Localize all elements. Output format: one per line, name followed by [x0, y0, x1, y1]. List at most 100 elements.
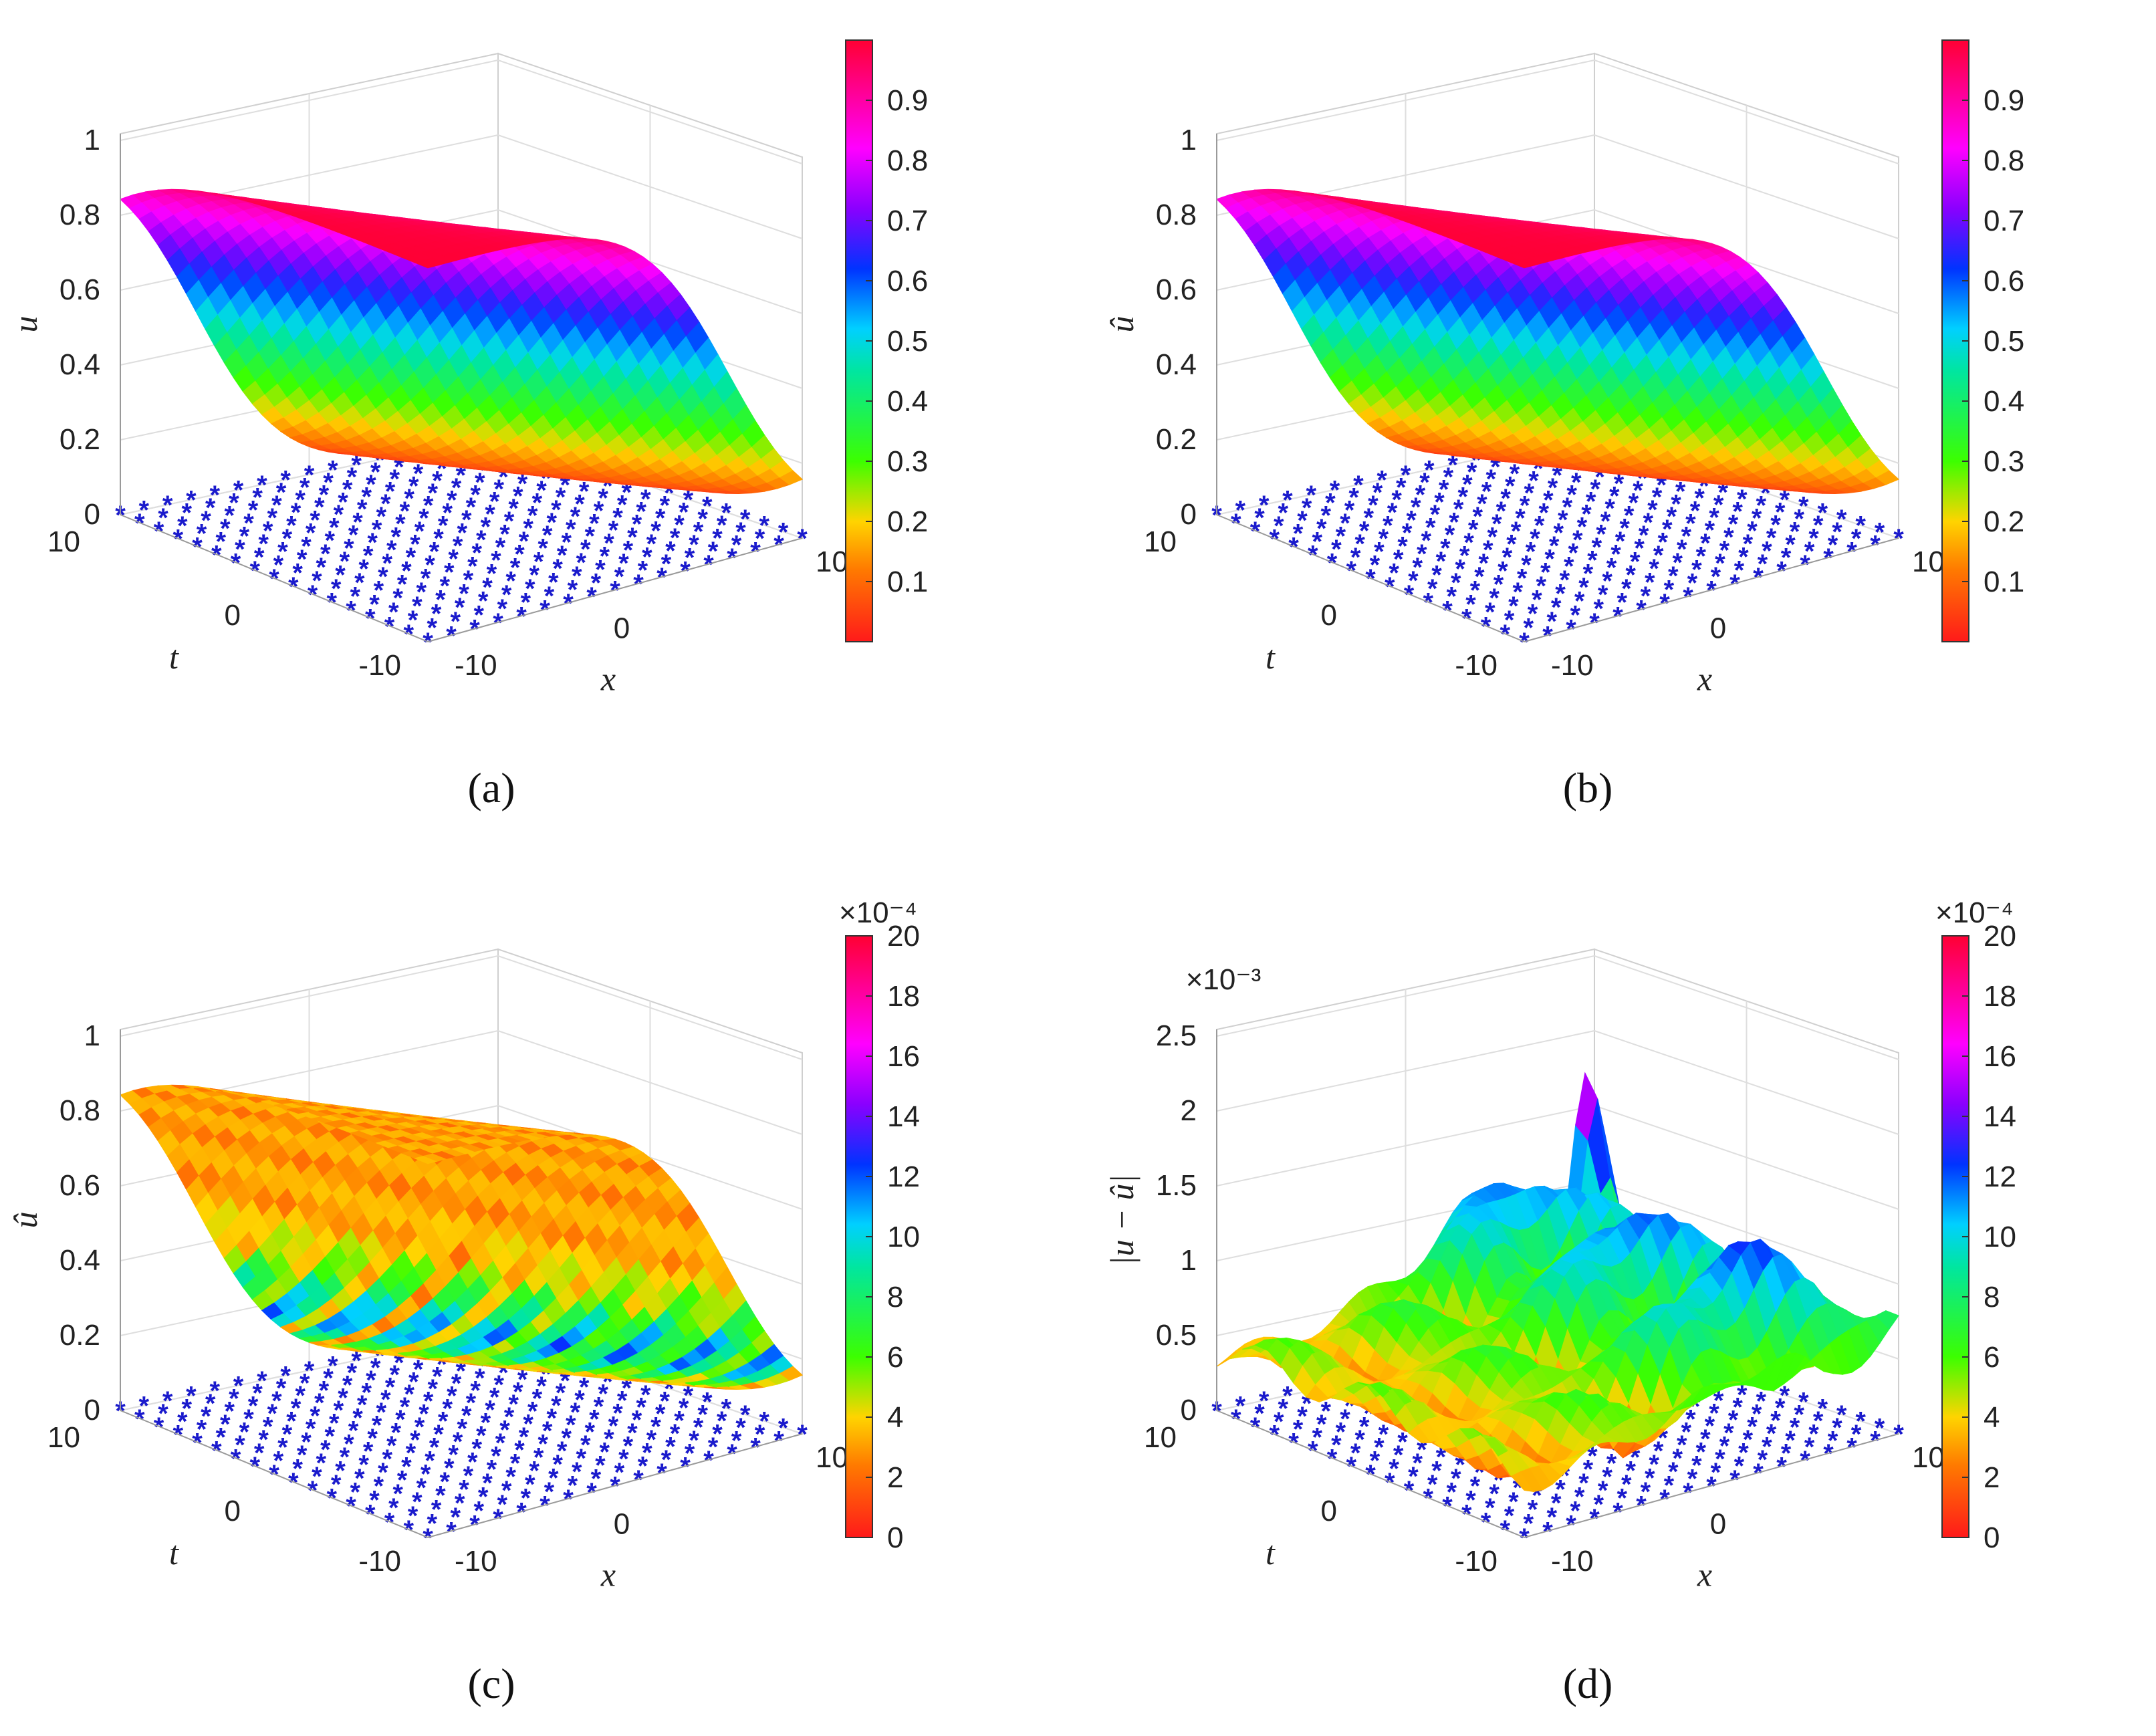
grid-marker: * — [474, 600, 485, 630]
grid-marker: * — [338, 487, 348, 517]
grid-marker: * — [357, 495, 368, 524]
z-tick-label: 0.4 — [1156, 348, 1197, 381]
grid-marker: * — [561, 528, 572, 557]
grid-marker: * — [1374, 537, 1385, 567]
x-tick-label: 10 — [816, 1441, 848, 1474]
grid-marker: * — [1274, 511, 1284, 541]
grid-marker: * — [182, 499, 193, 528]
grid-marker: * — [540, 596, 550, 625]
grid-marker: * — [233, 476, 244, 505]
grid-marker: * — [347, 463, 358, 492]
grid-marker: * — [755, 524, 765, 553]
t-axis-line — [120, 514, 429, 642]
grid-marker: * — [610, 576, 620, 606]
grid-marker: * — [448, 545, 459, 574]
grid-marker: * — [369, 590, 380, 619]
grid-marker: * — [489, 487, 500, 517]
grid-marker: * — [1798, 492, 1809, 521]
grid-marker: * — [280, 466, 291, 495]
grid-marker: * — [697, 504, 708, 533]
grid-marker: * — [750, 537, 761, 566]
grid-marker: * — [372, 515, 382, 544]
grid-marker: * — [459, 579, 469, 608]
t-tick-label: 0 — [1321, 599, 1337, 632]
grid-marker: * — [546, 508, 557, 537]
grid-marker: * — [139, 496, 150, 525]
grid-marker: * — [740, 505, 751, 534]
colorbar-tick-label: 0.6 — [1984, 265, 2024, 297]
grid-marker: * — [351, 451, 362, 480]
grid-marker: * — [429, 537, 440, 566]
grid-marker: * — [229, 488, 239, 517]
grid-marker: * — [162, 491, 173, 520]
t-axis-label: t — [1266, 638, 1276, 676]
grid-marker: * — [702, 492, 713, 521]
grid-marker: * — [380, 489, 391, 519]
grid-marker: * — [721, 498, 731, 527]
grid-marker: * — [1282, 486, 1293, 515]
grid-marker: * — [1817, 1394, 1828, 1423]
panel-caption: (a) — [467, 764, 515, 812]
grid-marker: * — [665, 536, 676, 566]
grid-marker: * — [1817, 498, 1828, 527]
grid-marker: * — [493, 608, 503, 638]
grid-marker: * — [1470, 576, 1481, 606]
grid-marker: * — [580, 535, 591, 564]
grid-marker: * — [600, 542, 610, 572]
panel-b: ****************************************… — [1103, 39, 2024, 812]
grid-marker: * — [527, 501, 538, 530]
grid-marker: * — [659, 491, 670, 521]
grid-marker: * — [370, 458, 381, 487]
grid-marker: * — [363, 541, 374, 571]
z-tick-label: 1 — [84, 1019, 100, 1052]
grid-marker: * — [1465, 590, 1476, 619]
grid-marker: * — [286, 511, 297, 540]
grid-marker: * — [598, 484, 608, 513]
grid-marker: * — [674, 511, 685, 540]
colorbar-tick-label: 0.8 — [887, 144, 928, 177]
grid-marker: * — [421, 564, 431, 594]
grid-marker: * — [585, 522, 596, 551]
grid-marker: * — [1408, 566, 1419, 596]
grid-marker: * — [617, 491, 628, 520]
grid-marker: * — [258, 529, 269, 559]
grid-marker: * — [385, 477, 396, 506]
grid-marker: * — [461, 505, 472, 535]
grid-marker: * — [656, 563, 667, 592]
grid-marker: * — [633, 570, 644, 599]
grid-marker: * — [586, 582, 597, 612]
grid-marker: * — [570, 502, 581, 531]
z-tick-label: 0.4 — [59, 348, 100, 381]
grid-marker: * — [519, 527, 529, 556]
grid-marker: * — [499, 519, 510, 549]
grid-marker: * — [348, 521, 359, 550]
colorbar-tick-label: 4 — [887, 1401, 903, 1434]
t-tick-label: 10 — [47, 525, 80, 558]
grid-marker: * — [331, 574, 342, 604]
grid-marker: * — [516, 602, 527, 631]
grid-marker: * — [410, 529, 421, 559]
grid-marker: * — [304, 461, 315, 490]
grid-marker: * — [505, 567, 516, 596]
grid-marker: * — [455, 593, 465, 622]
grid-marker: * — [354, 568, 365, 598]
grid-marker: * — [257, 1366, 267, 1396]
grid-marker: * — [392, 584, 403, 613]
panel-a: ****************************************… — [7, 39, 928, 812]
z-tick-label: 0 — [84, 498, 100, 531]
grid-marker: * — [442, 498, 453, 527]
surface-patch — [779, 470, 804, 485]
grid-marker: * — [740, 1400, 751, 1430]
grid-marker: * — [451, 473, 462, 503]
grid-marker: * — [225, 501, 235, 530]
grid-marker: * — [1519, 628, 1530, 657]
x-tick-label: -10 — [455, 649, 497, 682]
grid-marker: * — [300, 473, 310, 502]
grid-marker: * — [778, 517, 789, 547]
grid-marker: * — [712, 523, 723, 553]
grid-marker: * — [536, 476, 547, 505]
grid-marker: * — [482, 573, 493, 602]
grid-marker: * — [683, 485, 694, 515]
grid-marker: * — [408, 606, 418, 635]
